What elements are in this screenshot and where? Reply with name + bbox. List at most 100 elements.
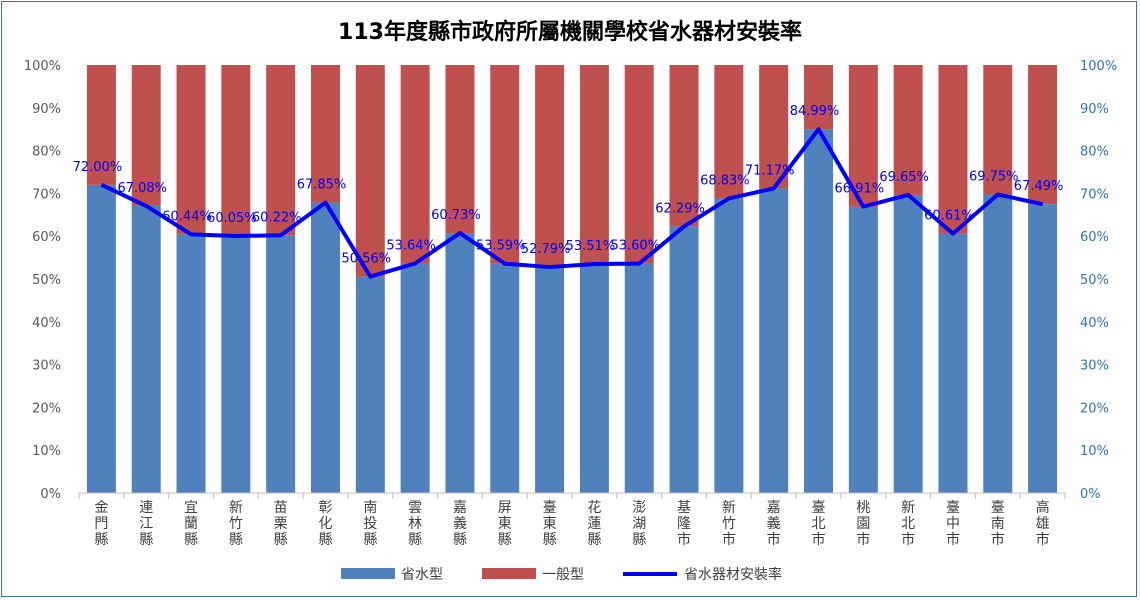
x-tick-label: 臺南市 — [991, 500, 1005, 548]
data-label: 60.22% — [252, 210, 302, 225]
x-tick-label: 臺北市 — [812, 500, 826, 548]
y-tick-label-left: 20% — [32, 401, 61, 416]
bar-省水型 — [311, 202, 340, 494]
y-tick-label-left: 10% — [32, 444, 61, 459]
bar-省水型 — [804, 129, 833, 493]
legend-label: 省水器材安裝率 — [684, 566, 782, 583]
bar-省水型 — [893, 194, 923, 493]
bar-一般型 — [86, 65, 116, 185]
data-label: 67.49% — [1014, 179, 1064, 194]
data-label: 69.75% — [969, 169, 1019, 184]
x-tick-label: 臺東縣 — [543, 500, 557, 548]
bar-省水型 — [669, 226, 699, 493]
legend-swatch-一般型 — [482, 568, 536, 579]
bar-省水型 — [445, 233, 475, 493]
y-tick-label-right: 50% — [1080, 273, 1109, 288]
data-label: 68.83% — [700, 173, 750, 188]
data-label: 84.99% — [790, 104, 840, 119]
bar-一般型 — [490, 65, 520, 264]
y-tick-label-right: 100% — [1080, 59, 1117, 74]
bar-省水型 — [355, 276, 385, 493]
x-tick-label: 連江縣 — [139, 500, 153, 548]
bar-一般型 — [983, 65, 1013, 195]
x-tick-label: 臺中市 — [946, 500, 960, 548]
bar-一般型 — [714, 65, 744, 199]
data-label: 53.51% — [566, 239, 616, 254]
y-tick-label-right: 10% — [1080, 444, 1109, 459]
y-tick-label-right: 60% — [1080, 230, 1109, 245]
x-tick-label: 金門縣 — [94, 500, 108, 548]
data-label: 69.65% — [879, 170, 929, 185]
y-tick-label-left: 100% — [24, 59, 61, 74]
bar-一般型 — [804, 65, 833, 130]
bar-一般型 — [131, 65, 161, 206]
bar-省水型 — [848, 206, 878, 494]
data-label: 60.61% — [924, 209, 974, 224]
x-tick-label: 宜蘭縣 — [184, 500, 198, 548]
bar-省水型 — [131, 205, 161, 494]
bar-一般型 — [266, 65, 296, 236]
bar-省水型 — [1028, 204, 1058, 493]
bar-省水型 — [714, 198, 744, 493]
data-label: 62.29% — [655, 201, 705, 216]
bar-一般型 — [176, 65, 206, 235]
bar-省水型 — [579, 263, 609, 493]
y-tick-label-right: 90% — [1080, 102, 1109, 117]
x-tick-label: 屏東縣 — [498, 500, 512, 548]
x-tick-label: 苗栗縣 — [274, 500, 288, 548]
x-tick-label: 雲林縣 — [408, 500, 422, 548]
bar-省水型 — [490, 263, 520, 493]
x-tick-label: 南投縣 — [363, 500, 377, 548]
y-tick-label-left: 30% — [32, 359, 61, 374]
data-label: 53.64% — [386, 238, 436, 253]
y-tick-label-right: 70% — [1080, 187, 1109, 202]
y-tick-label-left: 80% — [32, 145, 61, 160]
y-tick-label-left: 0% — [40, 487, 61, 502]
y-tick-label-left: 60% — [32, 230, 61, 245]
x-tick-label: 桃園市 — [856, 500, 870, 548]
bar-省水型 — [759, 188, 789, 493]
bar-省水型 — [400, 263, 430, 493]
bar-一般型 — [669, 65, 699, 227]
x-tick-label: 嘉義縣 — [453, 500, 467, 548]
data-label: 60.44% — [162, 209, 212, 224]
y-tick-label-right: 30% — [1080, 359, 1109, 374]
x-tick-label: 花蓮縣 — [587, 500, 601, 548]
legend-swatch-省水型 — [341, 568, 395, 579]
bar-一般型 — [355, 65, 385, 277]
bar-一般型 — [848, 65, 878, 207]
data-label: 52.79% — [521, 242, 571, 257]
bar-一般型 — [893, 65, 923, 195]
y-tick-label-right: 80% — [1080, 145, 1109, 160]
y-tick-label-right: 40% — [1080, 316, 1109, 331]
bar-省水型 — [221, 235, 251, 493]
legend-label: 省水型 — [401, 567, 443, 583]
x-tick-label: 新北市 — [901, 500, 915, 548]
x-tick-label: 新竹市 — [722, 500, 736, 548]
bar-一般型 — [221, 65, 251, 236]
y-tick-label-left: 90% — [32, 102, 61, 117]
bar-一般型 — [445, 65, 475, 234]
bar-一般型 — [624, 65, 654, 264]
y-tick-label-left: 40% — [32, 316, 61, 331]
x-tick-label: 新竹縣 — [229, 500, 243, 548]
y-tick-label-right: 0% — [1080, 487, 1101, 502]
x-tick-label: 基隆市 — [677, 499, 691, 548]
bar-省水型 — [624, 263, 654, 493]
data-label: 50.56% — [342, 252, 392, 267]
data-label: 53.59% — [476, 239, 526, 254]
bar-省水型 — [176, 234, 206, 493]
bar-省水型 — [535, 267, 565, 493]
data-label: 67.85% — [297, 178, 347, 193]
bar-省水型 — [86, 184, 116, 493]
bar-省水型 — [266, 235, 296, 493]
y-tick-label-left: 50% — [32, 273, 61, 288]
x-tick-label: 澎湖縣 — [632, 500, 646, 548]
data-label: 71.17% — [745, 163, 795, 178]
x-tick-label: 高雄市 — [1036, 499, 1050, 548]
bar-一般型 — [938, 65, 968, 234]
legend-label: 一般型 — [542, 567, 584, 583]
data-label: 60.05% — [207, 211, 257, 226]
line-省水器材安裝率 — [100, 127, 1044, 279]
bar-省水型 — [983, 194, 1013, 493]
